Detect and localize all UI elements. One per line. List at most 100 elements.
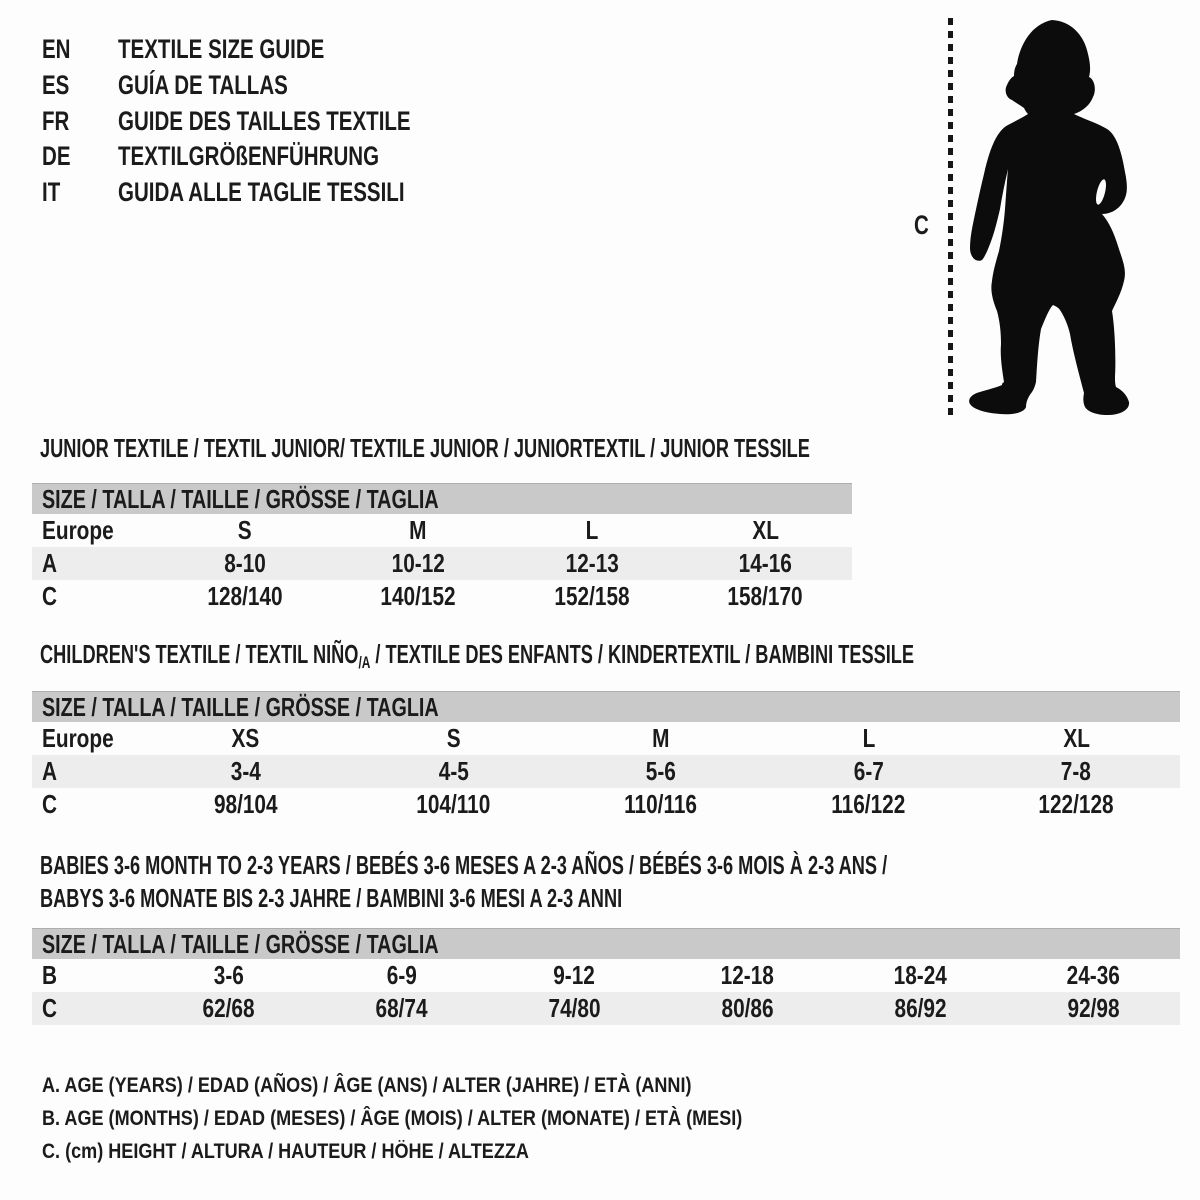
dashed-measure-line <box>948 18 953 416</box>
language-title: GUIDE DES TAILLES TEXTILE <box>118 105 411 136</box>
junior-size-table: SIZE / TALLA / TAILLE / GRÖSSE / TAGLIA … <box>32 483 852 613</box>
value-cell: 140/152 <box>332 580 506 613</box>
cell-text: M <box>409 515 427 545</box>
size-header-label: SIZE / TALLA / TAILLE / GRÖSSE / TAGLIA <box>42 929 439 959</box>
table-row: A 8-10 10-12 12-13 14-16 <box>32 547 852 580</box>
cell-text: A <box>42 756 58 786</box>
row-label-cell: C <box>32 580 158 613</box>
section-title-text: JUNIOR TEXTILE / TEXTIL JUNIOR/ TEXTILE … <box>40 433 810 463</box>
cell-text: 98/104 <box>213 789 278 819</box>
size-table: B 3-6 6-9 9-12 12-18 18-24 24-36 C 62/68 68/74 74/… <box>32 959 1180 1025</box>
cell-text: 92/98 <box>1067 993 1120 1023</box>
value-cell: 5-6 <box>557 755 765 788</box>
cell-text: 68/74 <box>375 993 428 1023</box>
value-cell: 24-36 <box>1007 959 1180 992</box>
cell-text: L <box>585 515 599 545</box>
cell-text: L <box>862 723 875 753</box>
cell-text: 80/86 <box>721 993 774 1023</box>
cell-text: XL <box>751 515 779 545</box>
children-size-table: SIZE / TALLA / TAILLE / GRÖSSE / TAGLIA … <box>32 691 1180 821</box>
value-cell: XL <box>972 722 1180 755</box>
value-cell: 104/110 <box>350 788 558 821</box>
value-cell: 68/74 <box>315 992 488 1025</box>
height-measure-figure: C <box>900 0 1200 430</box>
section-title-text: CHILDREN'S TEXTILE / TEXTIL NIÑO/A / TEX… <box>40 639 915 672</box>
cell-text: 18-24 <box>893 960 948 990</box>
row-label-cell: Europe <box>32 514 158 547</box>
row-label-cell: C <box>32 992 142 1025</box>
value-cell: 12-18 <box>661 959 834 992</box>
cell-text: 122/128 <box>1038 789 1114 819</box>
value-cell: 152/158 <box>505 580 679 613</box>
value-cell: 62/68 <box>142 992 315 1025</box>
cell-text: 158/170 <box>727 581 803 611</box>
value-cell: 12-13 <box>505 547 679 580</box>
row-label-cell: A <box>32 755 142 788</box>
value-cell: 158/170 <box>679 580 853 613</box>
cell-text: 3-6 <box>213 960 244 990</box>
language-code: IT <box>42 177 61 208</box>
value-cell: 80/86 <box>661 992 834 1025</box>
row-label-cell: Europe <box>32 722 142 755</box>
cell-text: 3-4 <box>230 756 261 786</box>
value-cell: 116/122 <box>765 788 973 821</box>
cell-text: 5-6 <box>645 756 677 786</box>
size-header-bar: SIZE / TALLA / TAILLE / GRÖSSE / TAGLIA <box>32 483 852 514</box>
value-cell: S <box>158 514 332 547</box>
footnote-c: C. (cm) HEIGHT / ALTURA / HAUTEUR / HÖHE… <box>42 1140 529 1163</box>
title-subscript: /A <box>358 653 371 672</box>
value-cell: 3-6 <box>142 959 315 992</box>
cell-text: 4-5 <box>438 756 469 786</box>
section-title-junior: JUNIOR TEXTILE / TEXTIL JUNIOR/ TEXTILE … <box>40 434 1140 462</box>
cell-text: XS <box>231 723 260 753</box>
cell-text: XL <box>1062 723 1090 753</box>
value-cell: L <box>505 514 679 547</box>
value-cell: 8-10 <box>158 547 332 580</box>
cell-text: S <box>237 515 252 545</box>
row-label-cell: C <box>32 788 142 821</box>
cell-text: M <box>652 723 670 753</box>
cell-text: 110/116 <box>624 789 698 819</box>
value-cell: 14-16 <box>678 547 852 580</box>
value-cell: L <box>765 722 973 755</box>
value-cell: 18-24 <box>834 959 1007 992</box>
cell-text: 24-36 <box>1066 960 1121 990</box>
cell-text: 12-18 <box>720 960 775 990</box>
section-title-babies: BABIES 3-6 MONTH TO 2-3 YEARS / BEBÉS 3-… <box>40 849 1200 915</box>
cell-text: 7-8 <box>1061 756 1092 786</box>
value-cell: 4-5 <box>349 755 558 788</box>
cell-text: 86/92 <box>894 993 947 1023</box>
cell-text: Europe <box>42 515 114 545</box>
cell-text: C <box>42 993 58 1023</box>
cell-text: 10-12 <box>391 548 445 578</box>
cell-text: 6-7 <box>853 756 884 786</box>
size-table: Europe XS S M L XL A 3-4 4-5 5-6 6-7 7-8 C 98/104 104/… <box>32 722 1180 821</box>
cell-text: 128/140 <box>207 581 283 611</box>
footnote-a: A. AGE (YEARS) / EDAD (AÑOS) / ÂGE (ANS)… <box>42 1074 692 1097</box>
value-cell: 3-4 <box>142 755 350 788</box>
cell-text: 9-12 <box>553 960 596 990</box>
size-header-bar: SIZE / TALLA / TAILLE / GRÖSSE / TAGLIA <box>32 691 1180 722</box>
measure-label-c: C <box>914 210 929 240</box>
section-title-line1: BABIES 3-6 MONTH TO 2-3 YEARS / BEBÉS 3-… <box>40 850 888 880</box>
value-cell: 128/140 <box>158 580 332 613</box>
value-cell: 86/92 <box>834 992 1007 1025</box>
cell-text: Europe <box>42 723 114 753</box>
value-cell: 7-8 <box>972 755 1180 788</box>
toddler-silhouette-icon <box>969 20 1130 415</box>
cell-text: C <box>42 789 58 819</box>
value-cell: XL <box>679 514 853 547</box>
table-row: A 3-4 4-5 5-6 6-7 7-8 <box>32 755 1180 788</box>
value-cell: 9-12 <box>488 959 661 992</box>
value-cell: S <box>350 722 558 755</box>
babies-size-table: SIZE / TALLA / TAILLE / GRÖSSE / TAGLIA … <box>32 928 1180 1025</box>
row-label-cell: B <box>32 959 142 992</box>
table-row: C 98/104 104/110 110/116 116/122 122/128 <box>32 788 1180 821</box>
footnote-b: B. AGE (MONTHS) / EDAD (MESES) / ÂGE (MO… <box>42 1107 743 1130</box>
language-code: DE <box>42 141 71 172</box>
cell-text: 6-9 <box>386 960 417 990</box>
cell-text: 8-10 <box>223 548 266 578</box>
section-title-children: CHILDREN'S TEXTILE / TEXTIL NIÑO/A / TEX… <box>40 640 1200 677</box>
cell-text: C <box>42 581 58 611</box>
cell-text: S <box>446 723 461 753</box>
